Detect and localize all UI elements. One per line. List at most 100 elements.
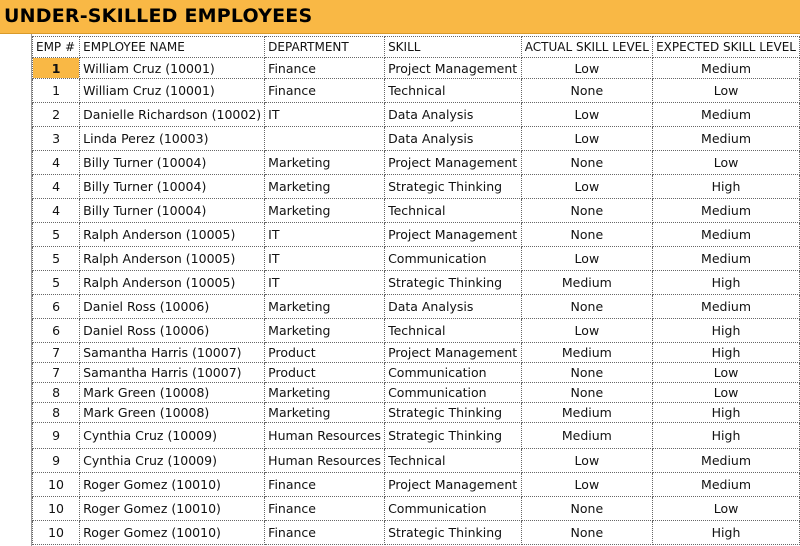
table-cell: Linda Perez (10003)	[79, 126, 266, 151]
table-cell: Low	[520, 174, 654, 199]
table-cell: 1	[31, 57, 81, 79]
column-header: DEPARTMENT	[264, 36, 386, 58]
table-cell: Marketing	[264, 198, 386, 223]
table-body: 1 William Cruz (10001) Finance Project Mana…	[31, 57, 800, 545]
table-cell: IT	[264, 270, 386, 295]
table-cell: Cynthia Cruz (10009)	[79, 448, 266, 473]
table-cell: Samantha Harris (10007)	[79, 362, 266, 383]
table-cell: Finance	[264, 472, 386, 497]
table-cell	[264, 126, 386, 151]
table-row: 8 Mark Green (10008) Marketing Strategic Th…	[31, 402, 800, 423]
table-cell: High	[652, 174, 800, 199]
table-cell: 9	[31, 448, 81, 473]
table-cell: Low	[652, 362, 800, 383]
table-cell: Finance	[264, 520, 386, 545]
header-row: EMP # EMPLOYEE NAME DEPARTMENT SKILL ACTUAL …	[31, 36, 800, 58]
table-row: 7 Samantha Harris (10007) Product Project M…	[31, 342, 800, 363]
table-cell: 7	[31, 362, 81, 383]
table-cell: Low	[520, 102, 654, 127]
table-cell: Medium	[520, 422, 654, 449]
table-cell: None	[520, 150, 654, 175]
table-cell: William Cruz (10001)	[79, 78, 266, 103]
table-cell: 5	[31, 246, 81, 271]
table-cell: Product	[264, 362, 386, 383]
table-cell: 6	[31, 318, 81, 343]
table-cell: Strategic Thinking	[384, 270, 522, 295]
table-cell: None	[520, 294, 654, 319]
table-cell: Roger Gomez (10010)	[79, 472, 266, 497]
table-cell: Medium	[652, 472, 800, 497]
table-cell: Data Analysis	[384, 294, 522, 319]
table-cell: Marketing	[264, 318, 386, 343]
table-cell: Strategic Thinking	[384, 402, 522, 423]
table-cell: IT	[264, 222, 386, 247]
table-cell: Marketing	[264, 174, 386, 199]
column-header: EMP #	[31, 36, 81, 58]
table-cell: Project Management	[384, 472, 522, 497]
table-row: 2 Danielle Richardson (10002) IT Data Analy…	[31, 102, 800, 127]
title-bar: UNDER-SKILLED EMPLOYEES	[0, 0, 800, 34]
table-row: 6 Daniel Ross (10006) Marketing Data Analys…	[31, 294, 800, 319]
table-cell: Medium	[652, 126, 800, 151]
table-cell: None	[520, 382, 654, 403]
table-cell: None	[520, 78, 654, 103]
column-header: EXPECTED SKILL LEVEL	[652, 36, 800, 58]
table-cell: Technical	[384, 448, 522, 473]
table-cell: Ralph Anderson (10005)	[79, 246, 266, 271]
table-cell: 9	[31, 422, 81, 449]
table-cell: Roger Gomez (10010)	[79, 520, 266, 545]
table-cell: Marketing	[264, 294, 386, 319]
table-cell: Mark Green (10008)	[79, 382, 266, 403]
title: UNDER-SKILLED EMPLOYEES	[4, 5, 313, 27]
table-cell: High	[652, 422, 800, 449]
table-cell: Communication	[384, 362, 522, 383]
table-cell: Low	[652, 382, 800, 403]
table-cell: Marketing	[264, 150, 386, 175]
table-cell: Communication	[384, 246, 522, 271]
table-cell: 10	[31, 496, 81, 521]
table-cell: William Cruz (10001)	[79, 57, 266, 79]
table-cell: Strategic Thinking	[384, 422, 522, 449]
table-row: 10 Roger Gomez (10010) Finance Project Mana…	[31, 472, 800, 497]
table-cell: 2	[31, 102, 81, 127]
table-cell: Finance	[264, 496, 386, 521]
table-cell: Danielle Richardson (10002)	[79, 102, 266, 127]
table-cell: Medium	[652, 57, 800, 79]
table-cell: Strategic Thinking	[384, 174, 522, 199]
table-cell: Medium	[652, 246, 800, 271]
table-row: 7 Samantha Harris (10007) Product Communica…	[31, 362, 800, 383]
table-cell: Billy Turner (10004)	[79, 174, 266, 199]
table-cell: Low	[652, 150, 800, 175]
table-cell: Low	[520, 318, 654, 343]
table-cell: Human Resources	[264, 422, 386, 449]
table-cell: Low	[520, 246, 654, 271]
table-cell: Finance	[264, 57, 386, 79]
table-cell: 10	[31, 472, 81, 497]
table-cell: None	[520, 520, 654, 545]
table-cell: Medium	[520, 402, 654, 423]
table-cell: Low	[652, 78, 800, 103]
table-cell: Human Resources	[264, 448, 386, 473]
table-cell: 8	[31, 402, 81, 423]
table-cell: Strategic Thinking	[384, 520, 522, 545]
table-row: 4 Billy Turner (10004) Marketing Technical N…	[31, 198, 800, 223]
table-row: 4 Billy Turner (10004) Marketing Project Ma…	[31, 150, 800, 175]
table-cell: Billy Turner (10004)	[79, 198, 266, 223]
table-cell: Medium	[652, 102, 800, 127]
table-cell: IT	[264, 246, 386, 271]
table-cell: 1	[31, 78, 81, 103]
table-cell: Low	[520, 126, 654, 151]
table-cell: Billy Turner (10004)	[79, 150, 266, 175]
table-cell: Ralph Anderson (10005)	[79, 222, 266, 247]
table-cell: 10	[31, 520, 81, 545]
table-row: 10 Roger Gomez (10010) Finance Strategic Th…	[31, 520, 800, 545]
employee-table: EMP # EMPLOYEE NAME DEPARTMENT SKILL ACTUAL …	[31, 36, 800, 545]
table-row: 9 Cynthia Cruz (10009) Human Resources Tech…	[31, 448, 800, 473]
table-cell: Communication	[384, 382, 522, 403]
table-cell: Finance	[264, 78, 386, 103]
table-cell: Technical	[384, 198, 522, 223]
table-cell: 4	[31, 150, 81, 175]
column-header: EMPLOYEE NAME	[79, 36, 266, 58]
table-cell: Medium	[520, 270, 654, 295]
table-cell: High	[652, 520, 800, 545]
